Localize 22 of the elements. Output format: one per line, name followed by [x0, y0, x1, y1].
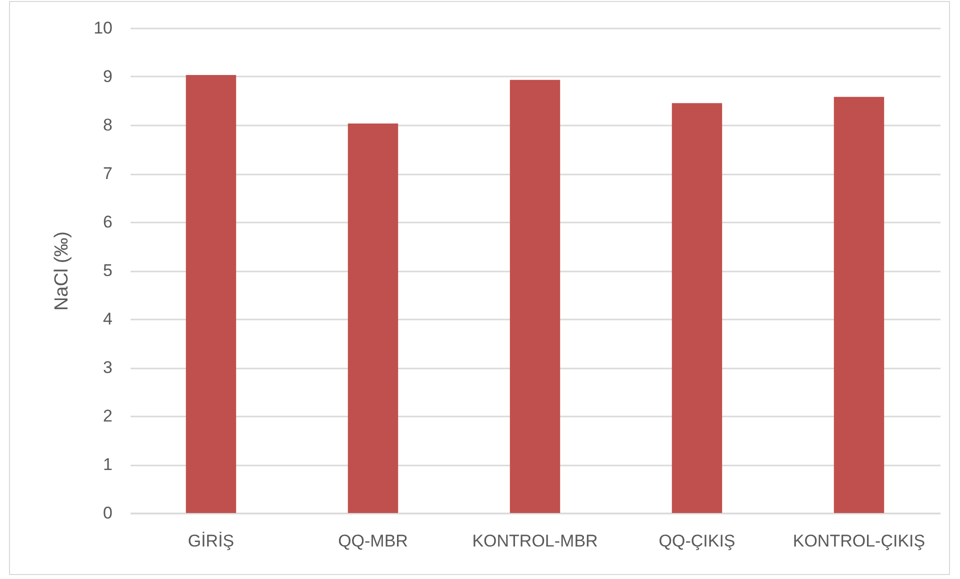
y-tick-label: 3 [103, 358, 112, 377]
bar [834, 96, 884, 513]
y-tick-label: 2 [103, 406, 112, 426]
y-tick-label: 5 [103, 261, 112, 280]
x-tick-label: QQ-ÇIKIŞ [658, 532, 736, 550]
y-tick-label: 6 [103, 212, 112, 232]
bar [510, 80, 560, 513]
x-tick-label: KONTROL-ÇIKIŞ [792, 532, 926, 550]
y-tick-label: 7 [103, 164, 112, 183]
y-axis-title: NaCl (‰) [52, 231, 73, 311]
y-tick-label: 9 [103, 67, 112, 86]
x-tick-label: GİRİŞ [188, 532, 234, 550]
y-tick-label: 1 [103, 455, 112, 474]
x-tick-label: QQ-MBR [338, 532, 408, 550]
bar [348, 124, 398, 513]
bar [186, 75, 236, 513]
y-tick-label: 0 [103, 504, 112, 522]
y-tick-label: 10 [94, 18, 112, 38]
bar [672, 103, 722, 513]
y-tick-label: 8 [103, 116, 112, 134]
x-tick-label: KONTROL-MBR [472, 532, 598, 550]
y-tick-label: 4 [103, 310, 112, 328]
